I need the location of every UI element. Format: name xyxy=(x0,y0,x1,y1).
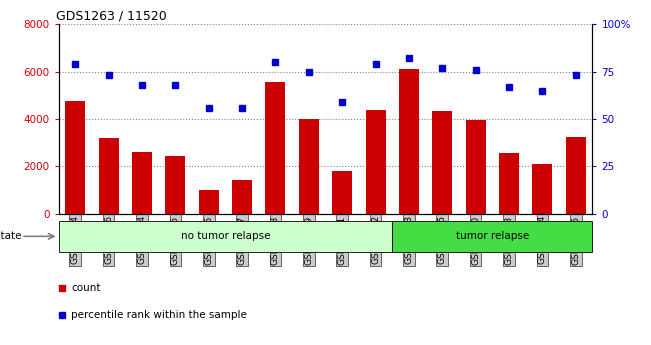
Bar xyxy=(65,101,85,214)
Bar xyxy=(365,110,385,214)
Bar xyxy=(99,138,118,214)
Text: count: count xyxy=(72,283,101,293)
Text: tumor relapse: tumor relapse xyxy=(456,231,529,241)
Bar xyxy=(59,221,392,252)
Bar xyxy=(465,120,486,214)
Text: disease state: disease state xyxy=(0,231,21,241)
Bar xyxy=(533,164,552,214)
Bar xyxy=(199,190,219,214)
Bar xyxy=(566,137,586,214)
Text: no tumor relapse: no tumor relapse xyxy=(181,231,270,241)
Bar xyxy=(499,154,519,214)
Bar xyxy=(299,119,319,214)
Bar xyxy=(232,179,252,214)
Text: percentile rank within the sample: percentile rank within the sample xyxy=(72,310,247,319)
Bar xyxy=(332,171,352,214)
Text: GDS1263 / 11520: GDS1263 / 11520 xyxy=(56,10,167,23)
Bar xyxy=(165,156,186,214)
Bar xyxy=(392,221,592,252)
Bar xyxy=(399,69,419,214)
Bar xyxy=(132,152,152,214)
Bar xyxy=(432,111,452,214)
Bar xyxy=(266,82,285,214)
